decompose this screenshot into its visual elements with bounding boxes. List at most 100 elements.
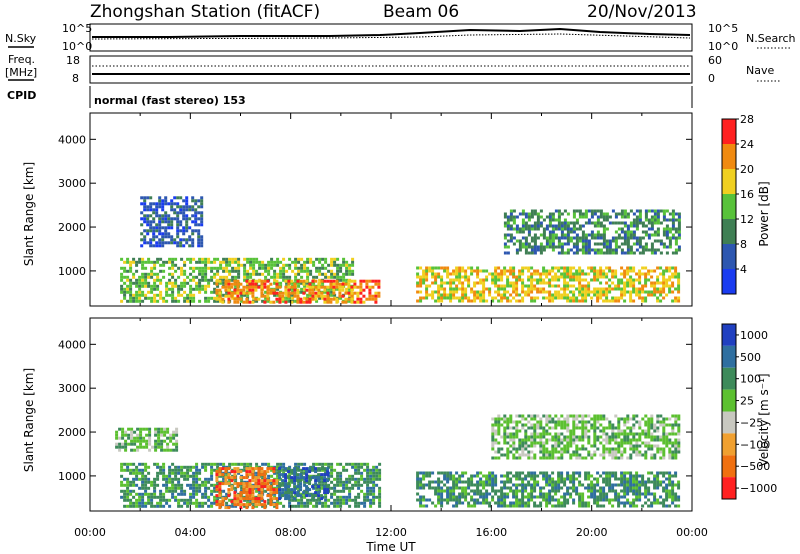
echo-cell: [315, 486, 319, 490]
echo-cell: [195, 260, 199, 264]
echo-cell: [677, 272, 681, 276]
echo-cell: [443, 281, 447, 285]
echo-cell: [201, 272, 205, 276]
echo-cell: [602, 417, 606, 421]
echo-cell: [333, 504, 337, 508]
echo-cell: [449, 293, 453, 297]
echo-cell: [324, 495, 328, 499]
echo-cell: [161, 205, 165, 209]
echo-cell: [317, 294, 321, 298]
echo-cell: [273, 504, 277, 508]
echo-cell: [150, 284, 154, 288]
echo-cell: [434, 278, 438, 282]
echo-cell: [177, 293, 181, 297]
echo-cell: [282, 278, 286, 282]
echo-cell: [425, 284, 429, 288]
echo-cell: [210, 504, 214, 508]
echo-cell: [503, 429, 507, 433]
echo-cell: [144, 260, 148, 264]
echo-cell: [650, 242, 654, 246]
echo-cell: [276, 483, 280, 487]
echo-cell: [608, 266, 612, 270]
echo-cell: [213, 290, 217, 294]
echo-cell: [596, 296, 600, 300]
echo-cell: [126, 284, 130, 288]
echo-cell: [171, 477, 175, 481]
echo-cell: [153, 495, 157, 499]
echo-cell: [245, 494, 249, 498]
echo-cell: [656, 209, 660, 213]
echo-cell: [671, 251, 675, 255]
echo-cell: [539, 420, 543, 424]
echo-cell: [135, 468, 139, 472]
echo-cell: [590, 209, 594, 213]
echo-cell: [267, 269, 271, 273]
echo-cell: [596, 269, 600, 273]
echo-cell: [207, 284, 211, 288]
echo-cell: [339, 296, 343, 300]
echo-cell: [198, 483, 202, 487]
echo-cell: [348, 287, 352, 291]
echo-cell: [276, 474, 280, 478]
echo-cell: [548, 477, 552, 481]
echo-cell: [332, 285, 336, 289]
echo-cell: [197, 229, 201, 233]
echo-cell: [377, 285, 381, 289]
echo-cell: [141, 480, 145, 484]
echo-cell: [560, 272, 564, 276]
echo-cell: [141, 492, 145, 496]
echo-cell: [227, 467, 231, 471]
echo-cell: [162, 260, 166, 264]
echo-cell: [578, 456, 582, 460]
echo-cell: [371, 297, 375, 301]
echo-cell: [362, 279, 366, 283]
echo-cell: [219, 281, 223, 285]
echo-cell: [614, 284, 618, 288]
echo-cell: [476, 480, 480, 484]
echo-cell: [201, 504, 205, 508]
echo-cell: [605, 435, 609, 439]
echo-cell: [315, 275, 319, 279]
echo-cell: [242, 300, 246, 304]
echo-cell: [497, 432, 501, 436]
echo-cell: [542, 471, 546, 475]
echo-cell: [263, 470, 267, 474]
echo-cell: [491, 435, 495, 439]
echo-cell: [135, 293, 139, 297]
echo-cell: [557, 450, 561, 454]
echo-cell: [149, 229, 153, 233]
echo-cell: [422, 275, 426, 279]
echo-cell: [305, 297, 309, 301]
echo-cell: [204, 296, 208, 300]
echo-cell: [425, 296, 429, 300]
echo-cell: [611, 498, 615, 502]
echo-cell: [213, 272, 217, 276]
echo-cell: [222, 474, 226, 478]
echo-cell: [533, 426, 537, 430]
echo-cell: [596, 438, 600, 442]
echo-cell: [359, 297, 363, 301]
echo-cell: [497, 489, 501, 493]
echo-cell: [524, 474, 528, 478]
echo-cell: [141, 501, 145, 505]
echo-cell: [251, 479, 255, 483]
echo-cell: [314, 294, 318, 298]
echo-cell: [602, 504, 606, 508]
echo-cell: [327, 504, 331, 508]
echo-cell: [345, 501, 349, 505]
echo-cell: [440, 501, 444, 505]
echo-cell: [632, 498, 636, 502]
echo-cell: [440, 281, 444, 285]
echo-cell: [257, 500, 261, 504]
echo-cell: [494, 420, 498, 424]
echo-cell: [138, 462, 142, 466]
echo-cell: [299, 300, 303, 304]
echo-cell: [213, 281, 217, 285]
echo-cell: [659, 209, 663, 213]
echo-cell: [332, 291, 336, 295]
echo-cell: [620, 215, 624, 219]
echo-cell: [368, 294, 372, 298]
echo-cell: [437, 272, 441, 276]
echo-cell: [557, 471, 561, 475]
echo-cell: [623, 221, 627, 225]
